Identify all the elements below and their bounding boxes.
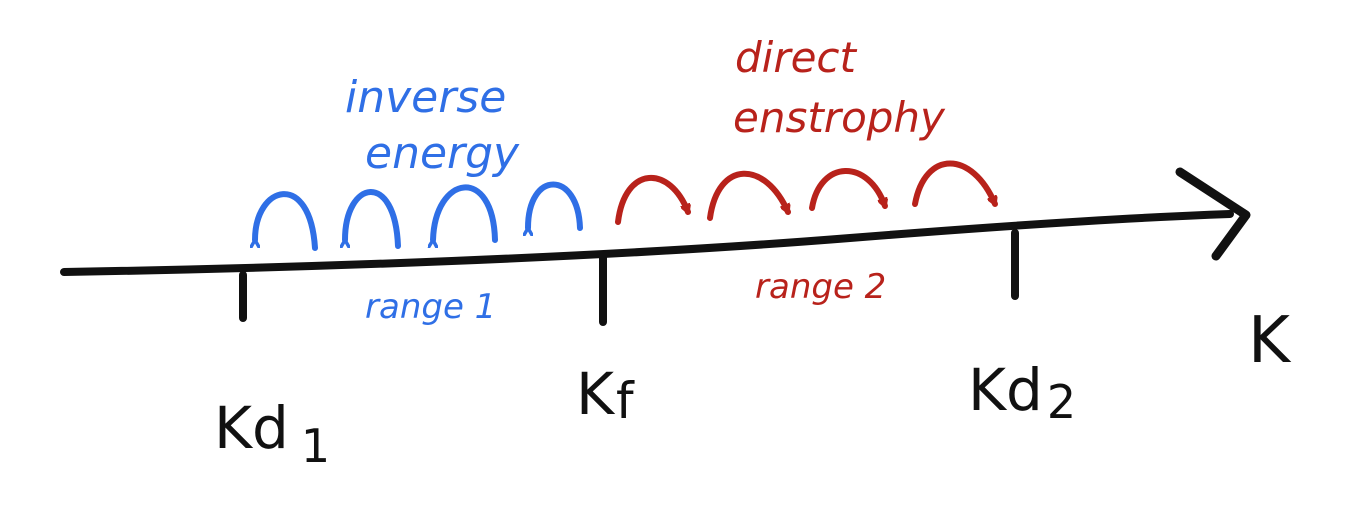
inverse-arrow-4 (528, 181, 583, 229)
tick-label-kf: Kf (576, 360, 635, 430)
inverse-line1: inverse (345, 72, 506, 123)
inverse-arrow-1 (255, 191, 318, 251)
range1-label: range 1 (365, 287, 496, 327)
inverse-arrow-2 (345, 189, 401, 249)
tick-label-kd1-sub: 1 (301, 419, 330, 473)
direct-line2: enstrophy (733, 93, 946, 142)
tick-label-kd1-base: Kd (214, 394, 289, 462)
direct-arrow-3 (809, 168, 885, 211)
direct-cascade-arrows (615, 160, 998, 225)
inverse-arrow-3 (433, 184, 498, 240)
k-axis-arrowhead (1175, 167, 1251, 261)
tick-label-kd2-sub: 2 (1047, 375, 1076, 429)
tick-label-kd2: Kd2 (968, 356, 1076, 429)
inverse-line2: energy (365, 128, 520, 179)
direct-arrow-1 (615, 174, 691, 225)
tick-label-kd1: Kd 1 (214, 394, 330, 473)
svg-text:Kd2: Kd2 (968, 356, 1076, 429)
tick-label-kd2-base: Kd (968, 356, 1043, 424)
svg-text:Kd1: Kd 1 (214, 394, 330, 473)
direct-arrow-2 (707, 170, 791, 221)
direct-line1: direct (735, 33, 858, 82)
inverse-cascade-arrows (255, 181, 583, 251)
range2-label: range 2 (755, 267, 886, 307)
k-axis-line (60, 210, 1234, 276)
direct-cascade-title: direct enstrophy (733, 33, 946, 142)
direct-arrow-4 (912, 160, 998, 207)
svg-text:Kf: Kf (576, 360, 635, 430)
inverse-cascade-title: inverse energy (345, 72, 520, 179)
k-axis-label: K (1248, 304, 1292, 378)
tick-label-kf-base: K (576, 360, 616, 428)
tick-label-kf-sub: f (616, 372, 635, 430)
